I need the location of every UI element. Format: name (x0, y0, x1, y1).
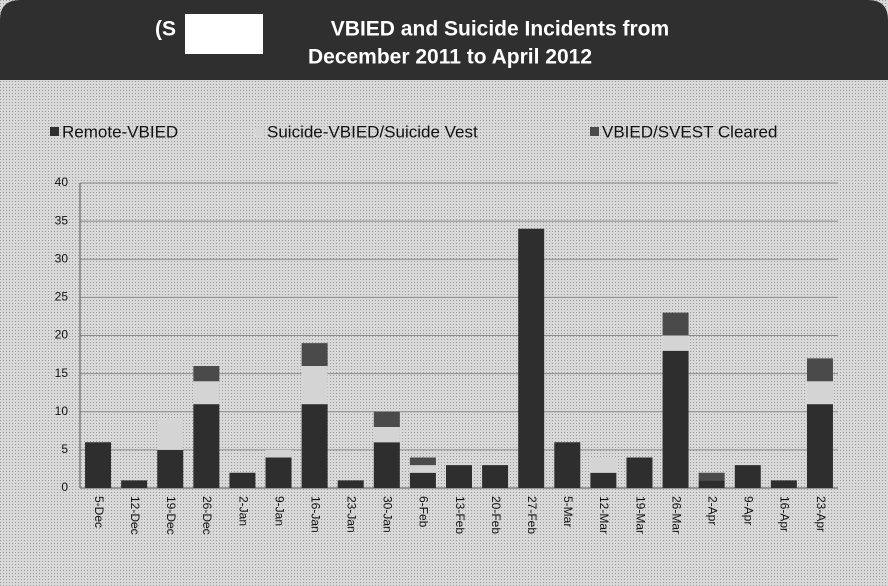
bar-segment (806, 404, 833, 488)
x-tick-label: 5-Dec (92, 496, 106, 528)
bar-segment (734, 465, 761, 488)
x-tick-label: 23-Apr (814, 496, 828, 532)
x-tick-label: 6-Feb (417, 496, 431, 528)
bar-segment (193, 381, 220, 405)
y-tick-label: 15 (55, 366, 69, 380)
bar-segment (265, 457, 292, 488)
bar-segment (446, 465, 472, 488)
bar-segment (806, 381, 833, 405)
x-tick-label: 9-Jan (272, 496, 286, 526)
legend-swatch (590, 127, 599, 136)
x-tick-label: 19-Dec (164, 496, 178, 535)
x-tick-label: 12-Mar (597, 496, 611, 534)
y-tick-label: 10 (55, 404, 69, 418)
bar-segment (482, 465, 509, 488)
chart-title: December 2011 to April 2012 (308, 46, 592, 69)
bar-segment (590, 457, 617, 473)
x-tick-label: 12-Dec (128, 496, 142, 535)
bar-segment (518, 228, 545, 488)
bar-segment (373, 442, 400, 488)
bar-segment (373, 427, 400, 443)
bar-segment (409, 465, 436, 473)
x-tick-label: 9-Apr (742, 496, 756, 525)
x-tick-label: 26-Mar (669, 496, 683, 534)
y-tick-label: 25 (55, 290, 69, 304)
legend-swatch (255, 127, 264, 136)
x-tick-label: 23-Jan (345, 496, 359, 533)
chart-title: VBIED and Suicide Incidents from (331, 18, 669, 41)
bar-segment (337, 480, 364, 488)
bar-segment (409, 472, 436, 488)
bar-segment (373, 411, 400, 427)
title-prefix: (S (155, 18, 176, 41)
x-tick-label: 16-Jan (308, 496, 322, 533)
bar-segment (662, 350, 689, 488)
bar-segment (229, 472, 256, 488)
redaction-box (185, 14, 263, 54)
bar-segment (85, 442, 112, 488)
y-tick-label: 5 (61, 442, 68, 456)
legend-label: Remote-VBIED (62, 122, 178, 141)
bar-segment (626, 457, 653, 488)
bar-segment (193, 404, 220, 488)
x-tick-label: 20-Feb (489, 496, 503, 534)
bar-segment (770, 480, 797, 488)
legend-swatch (50, 127, 59, 136)
bar-segment (193, 366, 220, 382)
bar-segment (301, 366, 328, 405)
y-tick-label: 30 (55, 251, 69, 265)
bar-segment (157, 419, 184, 450)
legend-label: Suicide-VBIED/Suicide Vest (267, 122, 478, 141)
y-tick-label: 20 (55, 328, 69, 342)
bar-segment (301, 343, 328, 366)
bar-segment (590, 472, 617, 488)
y-tick-label: 35 (55, 213, 69, 227)
x-tick-label: 19-Mar (633, 496, 647, 534)
legend-label: VBIED/SVEST Cleared (602, 122, 777, 141)
x-tick-label: 30-Jan (381, 496, 395, 533)
x-tick-label: 2-Apr (705, 496, 719, 525)
bar-segment (554, 442, 581, 488)
bar-segment (301, 404, 328, 488)
y-tick-label: 40 (55, 175, 69, 189)
bar-segment (662, 335, 689, 351)
x-tick-label: 2-Jan (236, 496, 250, 526)
x-tick-label: 27-Feb (525, 496, 539, 534)
bar-segment (121, 480, 148, 488)
y-tick-label: 0 (61, 480, 68, 494)
bar-segment (157, 449, 184, 488)
bar-segment (698, 472, 725, 481)
x-tick-label: 13-Feb (453, 496, 467, 534)
bar-segment (698, 480, 725, 488)
x-tick-label: 26-Dec (200, 496, 214, 535)
bar-segment (806, 358, 833, 382)
x-tick-label: 5-Mar (561, 496, 575, 527)
x-tick-label: 16-Apr (778, 496, 792, 532)
bar-segment (662, 312, 689, 336)
bar-segment (409, 457, 436, 466)
bar-segment (265, 449, 292, 458)
